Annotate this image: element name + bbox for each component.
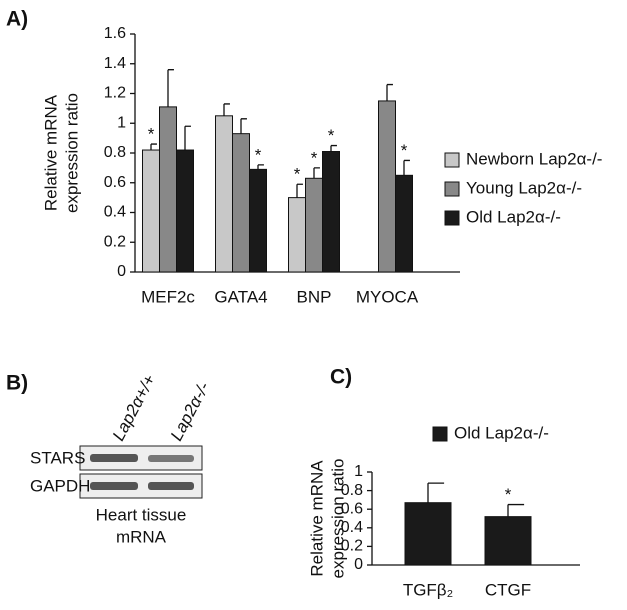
panel-label: B) bbox=[6, 372, 28, 395]
blot-band bbox=[148, 482, 194, 490]
blot-column-label: Lap2α+/+ bbox=[109, 371, 160, 444]
bar bbox=[404, 502, 452, 566]
x-tick-label: GATA4 bbox=[214, 287, 267, 306]
y-axis-label: Relative mRNA bbox=[41, 94, 60, 211]
blot-panel: B) STARS GAPDH Lap2α+/+ Lap2α-/- Heart t… bbox=[6, 371, 213, 546]
y-tick-label: 1.6 bbox=[104, 25, 126, 42]
blot-caption: Heart tissue bbox=[96, 505, 187, 524]
legend-label: Young Lap2α-/- bbox=[466, 178, 582, 197]
error-bar bbox=[167, 69, 174, 107]
error-bar bbox=[427, 482, 445, 503]
legend-swatch bbox=[444, 181, 460, 197]
y-tick-label: 1 bbox=[354, 463, 363, 480]
bar bbox=[484, 516, 532, 566]
blot-column-label: Lap2α-/- bbox=[167, 379, 214, 444]
error-bar bbox=[330, 144, 337, 152]
significance-marker: * bbox=[294, 165, 301, 184]
error-bar bbox=[507, 503, 525, 517]
y-axis-label: expression ratio bbox=[328, 458, 347, 578]
error-bar bbox=[257, 164, 264, 170]
error-bar bbox=[223, 103, 230, 116]
legend-label: Old Lap2α-/- bbox=[454, 423, 549, 442]
blot-row-label: STARS bbox=[30, 448, 85, 467]
y-tick-label: 1.4 bbox=[104, 55, 126, 72]
bar bbox=[249, 168, 267, 273]
bar bbox=[305, 177, 323, 273]
bar bbox=[322, 151, 340, 273]
significance-marker: * bbox=[311, 148, 318, 167]
bar bbox=[176, 149, 194, 273]
significance-marker: * bbox=[328, 126, 335, 145]
legend-swatch bbox=[444, 152, 460, 168]
bar bbox=[395, 174, 413, 273]
y-axis-label: expression ratio bbox=[62, 93, 81, 213]
y-tick-label: 0 bbox=[117, 263, 126, 280]
y-tick-label: 1 bbox=[117, 114, 126, 131]
legend-label: Old Lap2α-/- bbox=[466, 207, 561, 226]
legend-swatch bbox=[432, 426, 448, 442]
error-bar bbox=[386, 83, 393, 101]
y-tick-label: 0.6 bbox=[341, 500, 363, 517]
bar bbox=[288, 197, 306, 273]
bar bbox=[142, 149, 160, 273]
legend-swatch bbox=[444, 210, 460, 226]
y-tick-label: 0 bbox=[354, 556, 363, 573]
blot-row-label: GAPDH bbox=[30, 476, 90, 495]
x-tick-label: CTGF bbox=[485, 580, 531, 599]
y-tick-label: 0.2 bbox=[104, 233, 126, 250]
error-bar bbox=[240, 118, 247, 134]
blot-band bbox=[148, 455, 194, 462]
y-tick-label: 0.8 bbox=[341, 482, 363, 499]
significance-marker: * bbox=[401, 141, 408, 160]
error-bar bbox=[313, 167, 320, 179]
x-tick-label: MEF2c bbox=[141, 287, 195, 306]
y-tick-label: 0.6 bbox=[104, 174, 126, 191]
panel-label: C) bbox=[330, 366, 352, 389]
significance-marker: * bbox=[148, 125, 155, 144]
y-tick-label: 0.2 bbox=[341, 538, 363, 555]
x-tick-label: MYOCA bbox=[356, 287, 419, 306]
error-bar bbox=[150, 143, 157, 151]
error-bar bbox=[403, 159, 410, 176]
legend-label: Newborn Lap2α-/- bbox=[466, 149, 602, 168]
significance-marker: * bbox=[255, 145, 262, 164]
error-bar bbox=[296, 183, 303, 198]
y-axis-label: Relative mRNA bbox=[307, 460, 326, 577]
error-bar bbox=[184, 125, 191, 151]
bar bbox=[232, 133, 250, 273]
x-tick-label: BNP bbox=[297, 287, 332, 306]
panel-label: A) bbox=[6, 8, 28, 31]
y-tick-label: 0.4 bbox=[104, 204, 126, 221]
bar bbox=[378, 100, 396, 273]
x-tick-label: TGFβ₂ bbox=[403, 580, 453, 599]
bar bbox=[159, 106, 177, 273]
blot-band bbox=[90, 454, 138, 462]
y-tick-label: 0.4 bbox=[341, 519, 363, 536]
y-tick-label: 0.8 bbox=[104, 144, 126, 161]
y-tick-label: 1.2 bbox=[104, 85, 126, 102]
blot-caption: mRNA bbox=[116, 527, 167, 546]
significance-marker: * bbox=[505, 485, 512, 504]
blot-band bbox=[90, 482, 138, 490]
bar bbox=[215, 115, 233, 273]
